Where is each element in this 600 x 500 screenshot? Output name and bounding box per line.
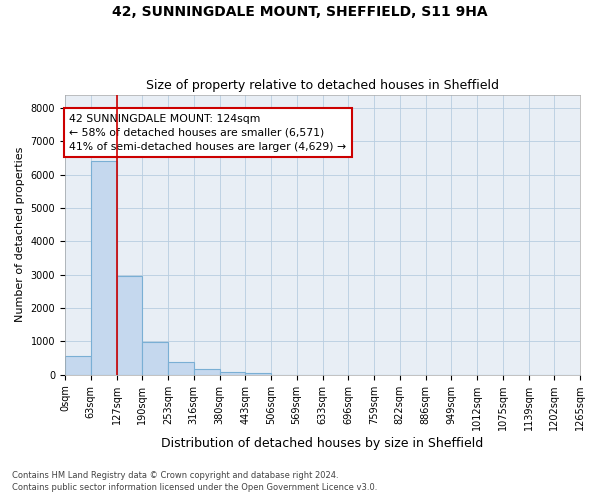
Bar bbox=[168, 362, 194, 375]
Text: 42, SUNNINGDALE MOUNT, SHEFFIELD, S11 9HA: 42, SUNNINGDALE MOUNT, SHEFFIELD, S11 9H… bbox=[112, 5, 488, 19]
Title: Size of property relative to detached houses in Sheffield: Size of property relative to detached ho… bbox=[146, 79, 499, 92]
Bar bbox=[142, 342, 168, 375]
Y-axis label: Number of detached properties: Number of detached properties bbox=[15, 147, 25, 322]
Text: 42 SUNNINGDALE MOUNT: 124sqm
← 58% of detached houses are smaller (6,571)
41% of: 42 SUNNINGDALE MOUNT: 124sqm ← 58% of de… bbox=[69, 114, 346, 152]
Bar bbox=[116, 276, 142, 375]
Bar bbox=[65, 356, 91, 375]
Bar bbox=[194, 369, 220, 375]
Bar bbox=[245, 374, 271, 375]
Bar bbox=[91, 162, 116, 375]
Text: Contains public sector information licensed under the Open Government Licence v3: Contains public sector information licen… bbox=[12, 484, 377, 492]
Bar bbox=[220, 372, 245, 375]
X-axis label: Distribution of detached houses by size in Sheffield: Distribution of detached houses by size … bbox=[161, 437, 484, 450]
Text: Contains HM Land Registry data © Crown copyright and database right 2024.: Contains HM Land Registry data © Crown c… bbox=[12, 471, 338, 480]
